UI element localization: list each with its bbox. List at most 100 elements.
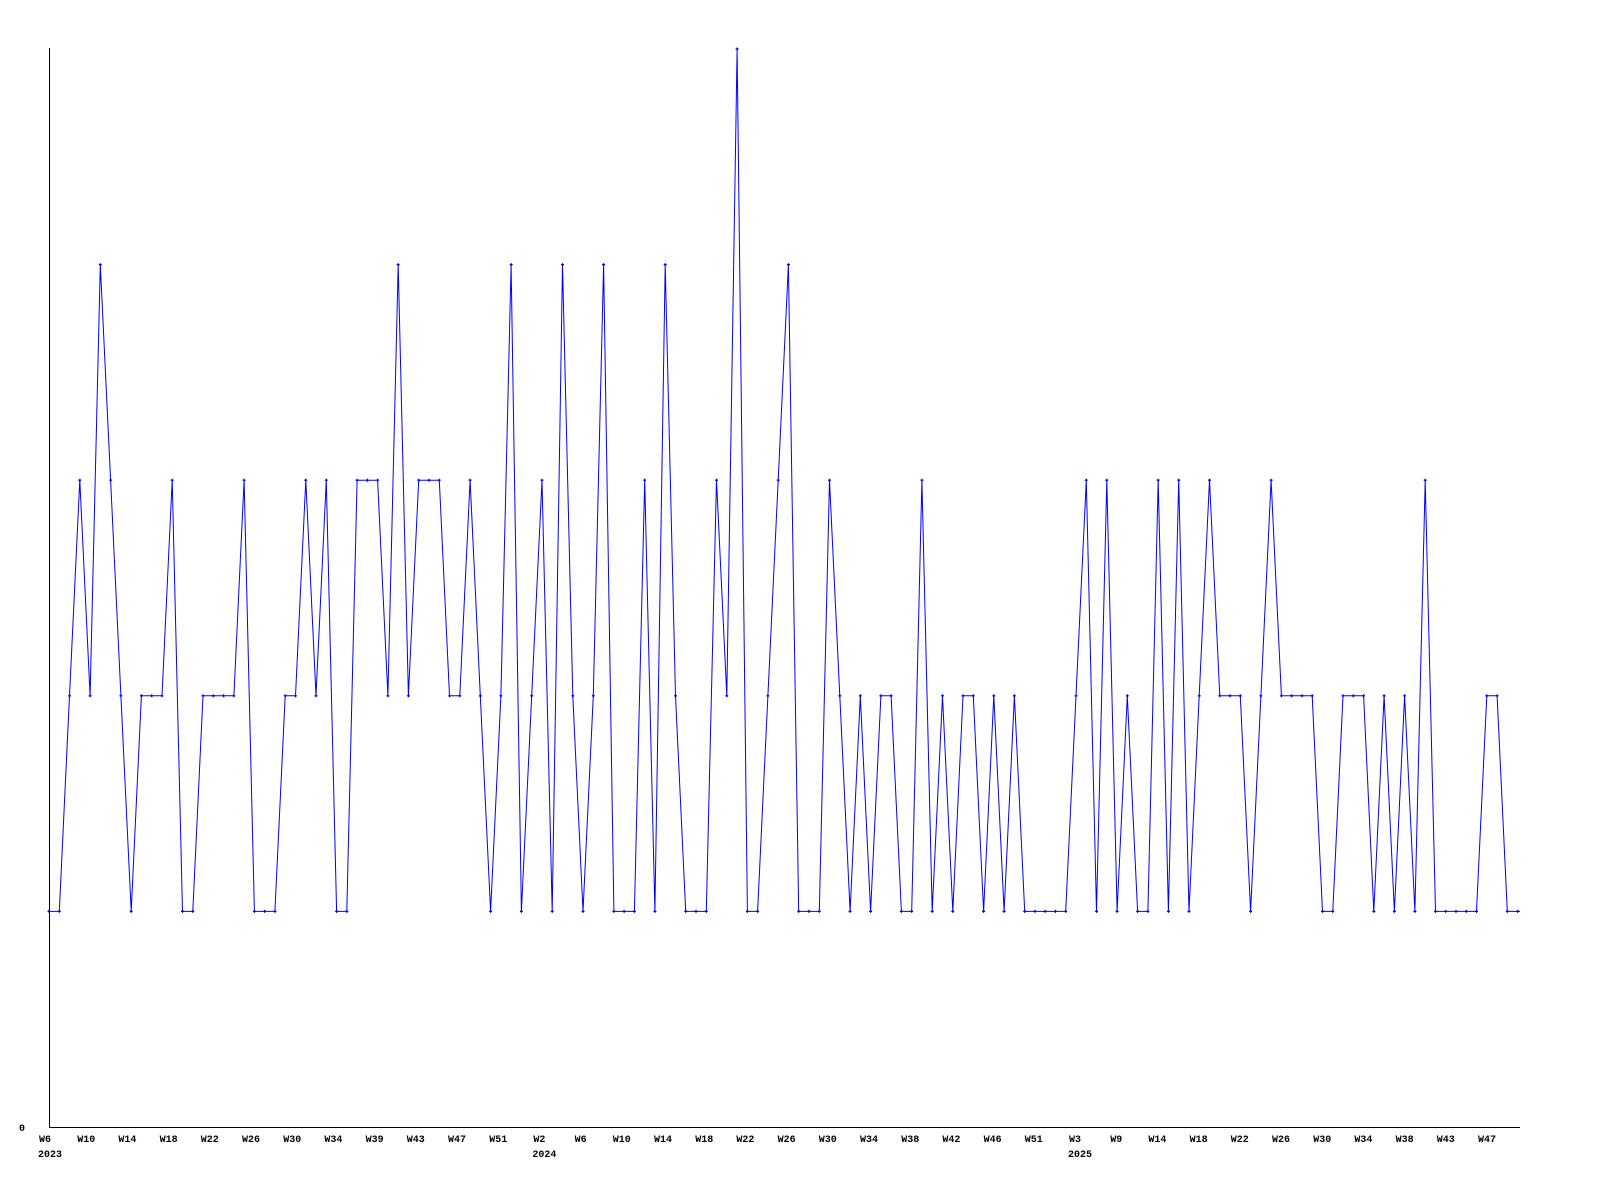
data-point [745,909,749,913]
data-point [211,694,215,698]
data-point [1136,909,1140,913]
data-point [1156,478,1160,482]
data-point [1033,909,1037,913]
data-point [283,694,287,698]
data-point [735,47,739,51]
x-tick-label: W47 [448,1135,466,1146]
data-point [1310,694,1314,698]
data-point [181,909,185,913]
x-tick-label: W3 [1069,1135,1081,1146]
data-point [540,478,544,482]
data-point [756,909,760,913]
data-point [1290,694,1294,698]
data-point [489,909,493,913]
data-point [57,909,61,913]
data-point [119,694,123,698]
data-point [632,909,636,913]
data-point [1485,694,1489,698]
data-point [828,478,832,482]
x-tick-label: W10 [613,1135,631,1146]
x-tick-label: W22 [1231,1135,1249,1146]
data-point [150,694,154,698]
x-tick-label: W46 [984,1135,1002,1146]
data-point [838,694,842,698]
x-tick-label: W14 [1148,1135,1166,1146]
data-point [766,694,770,698]
data-point [1413,909,1417,913]
data-point [1043,909,1047,913]
data-point [1115,909,1119,913]
data-point [222,694,226,698]
data-point [1177,478,1181,482]
data-point [1392,909,1396,913]
x-tick-label: W30 [1313,1135,1331,1146]
data-point [940,694,944,698]
x-tick-label: W14 [654,1135,672,1146]
data-point [951,909,955,913]
data-point [335,909,339,913]
data-point [88,694,92,698]
data-point [129,909,133,913]
data-point [1351,694,1355,698]
x-tick-label: W30 [819,1135,837,1146]
data-point [437,478,441,482]
data-point [1269,478,1273,482]
data-point [509,263,513,267]
data-point [920,478,924,482]
data-point [899,909,903,913]
data-point [1125,694,1129,698]
data-point [1341,694,1345,698]
data-point [139,694,143,698]
data-point [622,909,626,913]
data-point [355,478,359,482]
data-point [1228,694,1232,698]
data-point [1002,909,1006,913]
x-tick-label: W18 [1190,1135,1208,1146]
data-point [1187,909,1191,913]
data-point [519,909,523,913]
x-tick-label: W6 [39,1135,51,1146]
data-point [889,694,893,698]
data-point [530,694,534,698]
x-tick-label: W34 [860,1135,878,1146]
data-point [715,478,719,482]
data-point [673,694,677,698]
data-point [982,909,986,913]
x-tick-label: W42 [942,1135,960,1146]
data-point [427,478,431,482]
data-point [1464,909,1468,913]
x-tick-label: W26 [1272,1135,1290,1146]
data-point [869,909,873,913]
data-point [406,694,410,698]
data-point [109,478,113,482]
data-point [992,694,996,698]
data-point [304,478,308,482]
x-tick-label: W47 [1478,1135,1496,1146]
series-line [49,48,1520,912]
data-point [1320,909,1324,913]
data-point [1053,909,1057,913]
data-point [242,478,246,482]
data-point [971,694,975,698]
data-point [725,694,729,698]
data-point [643,478,647,482]
x-tick-label: W51 [489,1135,507,1146]
data-point [1279,694,1283,698]
data-point [1505,909,1509,913]
data-point [591,694,595,698]
data-point [1064,909,1068,913]
data-point [694,909,698,913]
data-point [396,263,400,267]
data-point [1249,909,1253,913]
data-point [417,478,421,482]
data-point [910,909,914,913]
data-point [232,694,236,698]
data-point [68,694,72,698]
data-point [571,694,575,698]
data-point [797,909,801,913]
data-point [1382,694,1386,698]
data-point [458,694,462,698]
data-point [273,909,277,913]
data-point [807,909,811,913]
x-tick-label: W9 [1110,1135,1122,1146]
